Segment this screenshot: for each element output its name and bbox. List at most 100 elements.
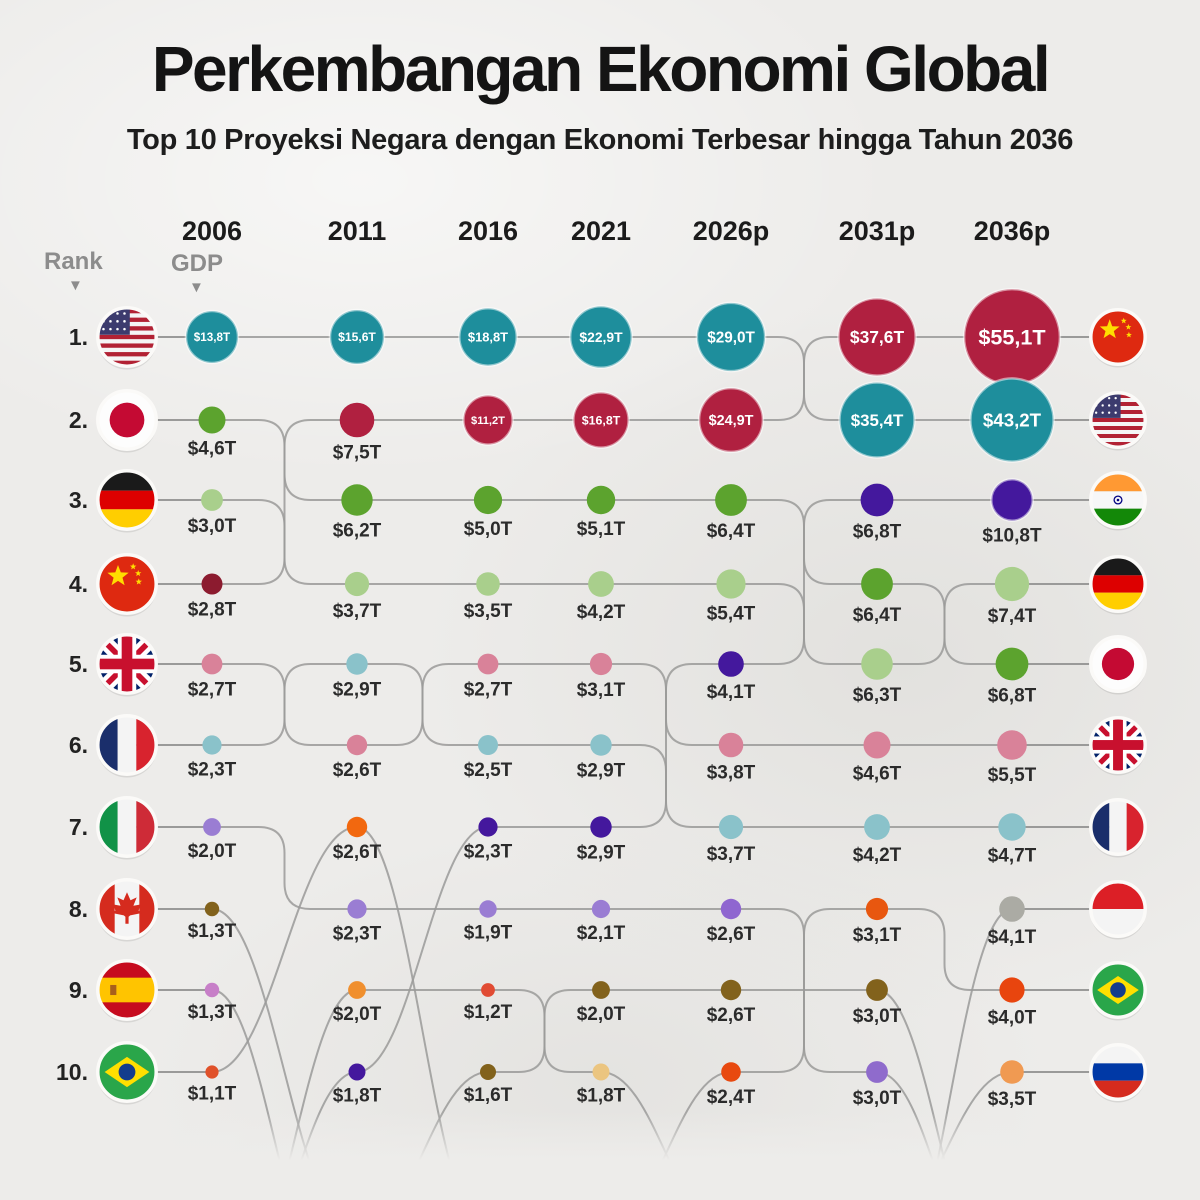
value-label-italy-2016: $1,9T: [464, 923, 513, 944]
bubble-germany-2006: [201, 489, 223, 511]
bubble-usa-2021: [568, 304, 634, 370]
value-label-france-2021: $2,9T: [577, 761, 626, 782]
bubble-italy-2026p: [720, 898, 742, 920]
bubble-china-2011: [339, 402, 375, 438]
bubble-germany-2026p: [716, 569, 746, 599]
bubble-usa-2026p: [695, 301, 767, 373]
bubble-germany-2031p: [861, 648, 893, 680]
rank-number-4: 4.: [69, 571, 88, 597]
connector-indonesia: [927, 908, 1013, 1200]
bubble-france-2026p: [718, 814, 744, 840]
rank-number-3: 3.: [69, 487, 88, 513]
bubble-india-2011: [348, 1063, 366, 1081]
bubble-india-2016: [478, 817, 498, 837]
value-label-china-2026p: $24,9T: [709, 413, 754, 429]
value-label-italy-2031p: $3,0T: [853, 1088, 902, 1109]
bubble-japan-2011: [341, 484, 373, 516]
value-label-india-2021: $2,9T: [577, 843, 626, 864]
rank-down-arrow-icon: ▼: [68, 277, 83, 294]
bubble-germany-2036p: [994, 566, 1030, 602]
bubble-brazil-2026p: [721, 1062, 741, 1082]
year-header-2021: 2021: [571, 216, 631, 246]
value-label-japan-2036p: $6,8T: [988, 685, 1037, 706]
value-label-india-2036p: $10,8T: [982, 526, 1042, 547]
value-label-france-2026p: $3,7T: [707, 844, 756, 865]
value-label-germany-2016: $3,5T: [464, 601, 513, 622]
value-label-usa-2031p: $35,4T: [851, 411, 904, 430]
bubble-brazil-2011: [346, 816, 368, 838]
value-label-uk-2011: $2,6T: [333, 760, 382, 781]
value-label-usa-2011: $15,6T: [338, 330, 376, 344]
value-label-brazil-2026p: $2,4T: [707, 1087, 756, 1108]
bubble-india-2021: [590, 816, 612, 838]
flag-usa-left: [96, 306, 158, 370]
value-label-uk-2036p: $5,5T: [988, 765, 1037, 786]
flag-germany-left: [96, 469, 158, 533]
flag-japan-left: [96, 389, 158, 453]
bubble-usa-2036p: [969, 377, 1055, 463]
bubble-uk-2011: [346, 734, 368, 756]
value-label-canada-2026p: $2,6T: [707, 1005, 756, 1026]
value-label-canada-2031p: $3,0T: [853, 1006, 902, 1027]
flag-brazil-left: [96, 1041, 158, 1105]
value-label-india-2026p: $4,1T: [707, 682, 756, 703]
rank-number-2: 2.: [69, 407, 88, 433]
bubble-uk-2006: [201, 653, 223, 675]
bubble-france-2036p: [998, 813, 1026, 841]
bubble-france-2021: [590, 734, 612, 756]
bubble-uk-2026p: [718, 732, 744, 758]
value-label-brazil-2031p: $3,1T: [853, 925, 902, 946]
connector-russia: [278, 989, 1013, 1200]
value-label-china-2036p: $55,1T: [978, 325, 1045, 350]
bubble-france-2016: [478, 735, 498, 755]
value-label-italy-2026p: $2,6T: [707, 924, 756, 945]
flag-china-left: [96, 553, 158, 617]
value-label-uk-2021: $3,1T: [577, 680, 626, 701]
bubble-russia-2021: [592, 1063, 610, 1081]
value-label-china-2006: $2,8T: [188, 600, 237, 621]
flag-usa-right: [1089, 391, 1147, 451]
value-label-japan-2011: $6,2T: [333, 521, 382, 542]
year-header-2036p: 2036p: [974, 216, 1051, 246]
connector-india: [287, 499, 1013, 1200]
bubble-italy-2016: [479, 900, 497, 918]
value-label-france-2011: $2,9T: [333, 680, 382, 701]
bubble-russia-2016: [481, 983, 495, 997]
bubble-russia-2036p: [1000, 1060, 1024, 1084]
bubble-japan-2031p: [861, 568, 893, 600]
value-label-usa-2021: $22,9T: [579, 329, 623, 345]
bubble-brazil-2006: [205, 1065, 219, 1079]
value-label-canada-2021: $2,0T: [577, 1004, 626, 1025]
bubble-india-2026p: [718, 651, 744, 677]
year-header-2006: 2006: [182, 216, 242, 246]
gdp-down-arrow-icon: ▼: [189, 279, 204, 296]
value-label-usa-2026p: $29,0T: [707, 329, 755, 346]
value-label-uk-2026p: $3,8T: [707, 762, 756, 783]
bubble-uk-2031p: [863, 731, 891, 759]
flag-germany-right: [1089, 555, 1147, 615]
flag-indonesia-right: [1089, 880, 1147, 940]
value-label-france-2031p: $4,2T: [853, 845, 902, 866]
bubble-france-2031p: [864, 814, 890, 840]
bubble-indonesia-2036p: [999, 896, 1025, 922]
bubble-france-2006: [202, 735, 222, 755]
bubble-canada-2006: [204, 901, 220, 917]
rank-number-9: 9.: [69, 977, 88, 1003]
value-label-china-2031p: $37,6T: [850, 327, 905, 347]
rank-number-8: 8.: [69, 896, 88, 922]
value-label-uk-2006: $2,7T: [188, 679, 237, 700]
value-label-canada-2006: $1,3T: [188, 921, 237, 942]
rank-number-6: 6.: [69, 732, 88, 758]
bubble-uk-2036p: [997, 730, 1027, 760]
bubble-spain-2006: [204, 982, 220, 998]
flag-france-right: [1089, 798, 1147, 858]
bubble-usa-2011: [328, 308, 386, 366]
value-label-indonesia-2036p: $4,1T: [988, 927, 1037, 948]
value-label-russia-2036p: $3,5T: [988, 1089, 1037, 1110]
bubble-china-2021: [572, 391, 630, 449]
value-label-india-2011: $1,8T: [333, 1086, 382, 1107]
rank-number-7: 7.: [69, 814, 88, 840]
value-label-germany-2011: $3,7T: [333, 601, 382, 622]
year-header-2011: 2011: [328, 216, 387, 246]
